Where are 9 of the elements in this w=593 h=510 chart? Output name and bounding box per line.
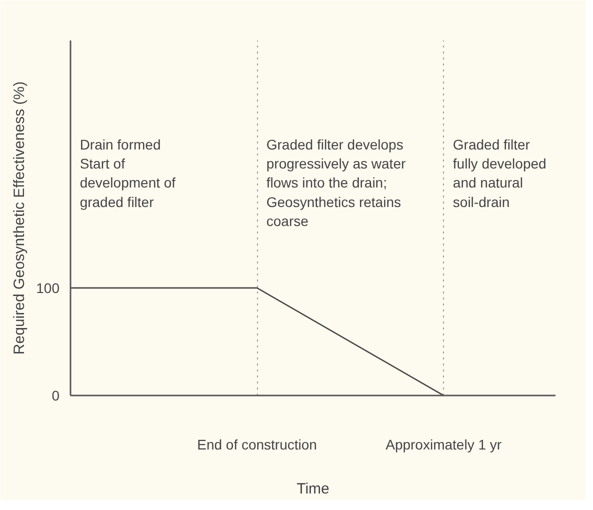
y-tick-label: 0: [52, 388, 60, 404]
annotation: Drain formed Start of development of graded filter: [80, 136, 176, 210]
annotation: Graded filter fully developed and natural soil-drain: [452, 136, 546, 210]
annotation: Graded filter develops progressively as water flows into the drain; Geosynthetics retains coarse: [266, 136, 406, 230]
y-tick-label: 100: [36, 280, 60, 296]
x-axis-title: Time: [296, 480, 330, 498]
y-axis-title: Required Geosynthetic Effectiveness (%): [11, 81, 28, 355]
x-tick-label: Approximately 1 yr: [386, 436, 502, 452]
x-tick-label: End of construction: [197, 436, 317, 452]
